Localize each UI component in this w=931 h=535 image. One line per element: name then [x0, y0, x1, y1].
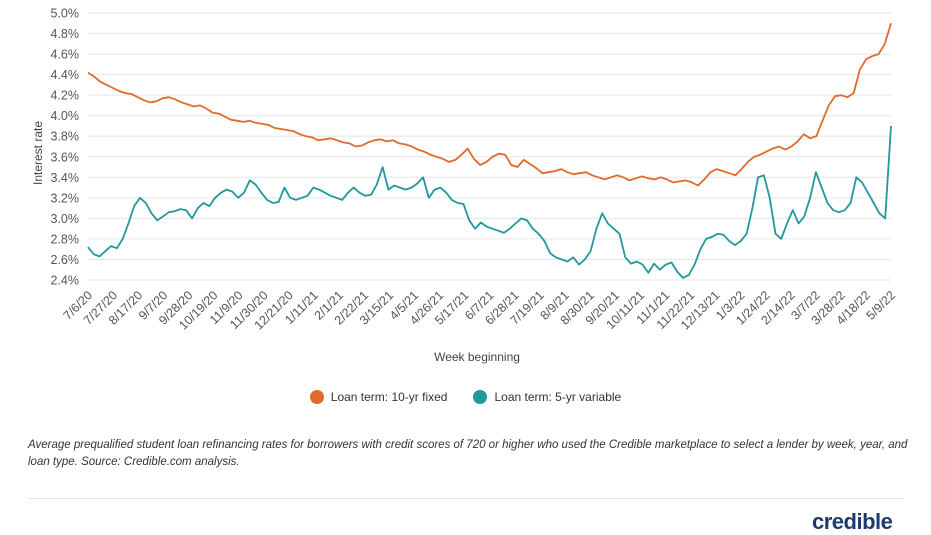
series-line-5yr-variable — [87, 125, 892, 279]
legend-item-10yr-fixed: Loan term: 10-yr fixed — [309, 390, 448, 404]
credible-logo: credible — [812, 509, 893, 534]
y-tick-label: 4.0% — [51, 109, 80, 123]
y-tick-label: 3.8% — [51, 130, 80, 144]
y-tick-label: 2.4% — [51, 274, 80, 288]
line-chart: 2.4% 2.6% 2.8% 3.0% 3.2% 3.4% 3.6% 3.8% 4.0% 4.2%… — [31, 7, 899, 365]
y-tick-label: 3.0% — [51, 212, 80, 226]
series-line-10yr-fixed — [87, 23, 892, 187]
y-tick-label: 4.6% — [51, 48, 80, 62]
y-tick-label: 4.4% — [51, 68, 80, 82]
y-tick-label: 3.6% — [51, 150, 80, 164]
y-axis-title: Interest rate — [31, 121, 45, 185]
y-tick-label: 3.2% — [51, 191, 80, 205]
legend-swatch-5yr-variable — [473, 390, 488, 404]
legend: Loan term: 10-yr fixed Loan term: 5-yr v… — [0, 390, 931, 404]
x-axis-title: Week beginning — [434, 350, 520, 364]
legend-label-5yr-variable: Loan term: 5-yr variable — [494, 390, 622, 404]
series-lines — [87, 23, 892, 279]
x-tick-label: 5/9/22 — [864, 288, 899, 323]
y-tick-label: 4.8% — [51, 27, 80, 41]
legend-item-5yr-variable: Loan term: 5-yr variable — [473, 390, 621, 404]
chart-caption: Average prequalified student loan refina… — [28, 439, 908, 468]
y-tick-label: 2.6% — [51, 253, 80, 267]
divider — [28, 498, 904, 499]
legend-label-10yr-fixed: Loan term: 10-yr fixed — [330, 390, 448, 404]
y-tick-label: 2.8% — [51, 232, 80, 246]
y-axis-ticks: 2.4% 2.6% 2.8% 3.0% 3.2% 3.4% 3.6% 3.8% 4.0% 4.2%… — [51, 7, 80, 288]
y-tick-label: 4.2% — [51, 89, 80, 103]
y-tick-label: 5.0% — [51, 7, 80, 21]
y-tick-label: 3.4% — [51, 171, 80, 185]
gridlines — [88, 12, 891, 281]
x-axis-ticks: 7/6/207/27/208/17/209/7/209/28/2010/19/2… — [61, 288, 899, 332]
legend-swatch-10yr-fixed — [309, 390, 324, 404]
